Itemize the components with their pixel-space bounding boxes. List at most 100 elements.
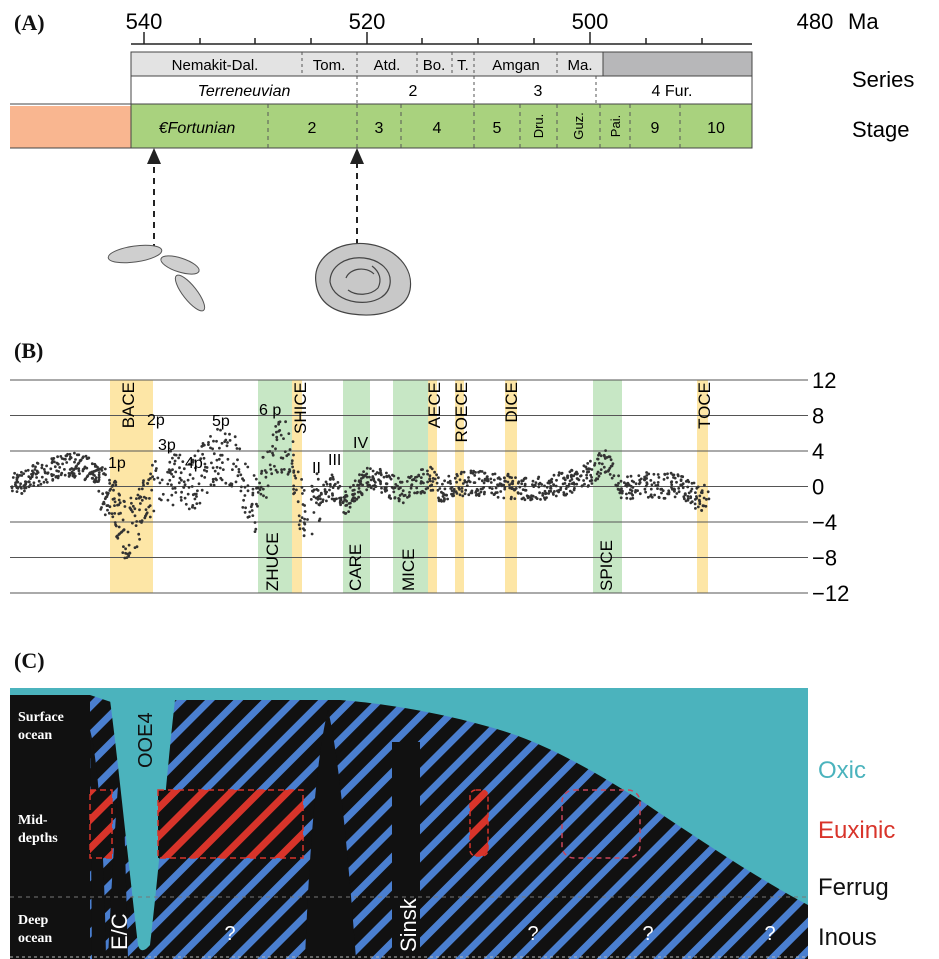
isotope-data-point bbox=[154, 460, 157, 463]
isotope-data-point bbox=[135, 497, 138, 500]
isotope-data-point bbox=[291, 465, 294, 469]
isotope-data-point bbox=[215, 465, 219, 469]
isotope-data-point bbox=[701, 504, 705, 508]
isotope-data-point bbox=[225, 444, 229, 448]
isotope-data-point bbox=[193, 454, 197, 458]
epoch-label: Terreneuvian bbox=[198, 83, 291, 100]
isotope-data-point bbox=[315, 488, 319, 491]
isotope-data-point bbox=[477, 470, 480, 474]
isotope-data-point bbox=[113, 504, 116, 507]
isotope-data-point bbox=[113, 521, 117, 524]
series-label: Tom. bbox=[313, 57, 346, 74]
isotope-data-point bbox=[705, 498, 708, 501]
isotope-data-point bbox=[378, 467, 382, 471]
isotope-data-point bbox=[510, 487, 514, 490]
isotope-data-point bbox=[102, 500, 106, 504]
isotope-data-point bbox=[35, 472, 39, 475]
age-tick-label: 540 bbox=[126, 9, 163, 34]
isotope-data-point bbox=[16, 486, 20, 490]
isotope-data-point bbox=[403, 493, 407, 497]
isotope-data-point bbox=[344, 495, 347, 498]
isotope-data-point bbox=[379, 480, 382, 484]
isotope-data-point bbox=[293, 491, 296, 495]
isotope-data-point bbox=[617, 474, 620, 478]
isotope-data-point bbox=[517, 480, 521, 484]
isotope-data-point bbox=[520, 482, 524, 486]
isotope-data-point bbox=[30, 472, 33, 476]
isotope-data-point bbox=[463, 480, 467, 484]
isotope-data-point bbox=[319, 491, 323, 495]
age-tick-label: 520 bbox=[349, 9, 386, 34]
isotope-data-point bbox=[224, 438, 228, 442]
isotope-data-point bbox=[503, 487, 507, 491]
isotope-data-point bbox=[243, 511, 247, 514]
isotope-data-point bbox=[97, 468, 101, 471]
isotope-data-point bbox=[191, 459, 195, 462]
isotope-data-point bbox=[36, 484, 40, 487]
isotope-data-point bbox=[16, 480, 20, 484]
isotope-data-point bbox=[600, 462, 604, 466]
isotope-data-point bbox=[480, 470, 484, 473]
isotope-data-point bbox=[291, 440, 295, 443]
arrow-head-icon bbox=[147, 148, 161, 164]
isotope-data-point bbox=[230, 482, 234, 486]
isotope-data-point bbox=[171, 456, 174, 460]
isotope-data-point bbox=[277, 429, 281, 433]
isotope-data-point bbox=[211, 447, 215, 451]
isotope-data-point bbox=[686, 485, 690, 489]
timescale-chart: 540 520 500 480 Ma Nemakit-Dal. Tom. Atd… bbox=[10, 9, 914, 316]
isotope-data-point bbox=[469, 471, 473, 475]
peak-label: 2p bbox=[147, 412, 165, 429]
isotope-data-point bbox=[84, 454, 88, 458]
stage-label: Pai. bbox=[608, 115, 623, 137]
stage-label: 4 bbox=[433, 120, 442, 137]
isotope-data-point bbox=[258, 481, 261, 485]
depth-label: Surface bbox=[18, 710, 64, 725]
isotope-data-point bbox=[677, 487, 681, 490]
isotope-data-point bbox=[631, 493, 634, 497]
isotope-data-point bbox=[449, 482, 452, 485]
isotope-data-point bbox=[384, 489, 387, 493]
isotope-data-point bbox=[188, 462, 191, 466]
isotope-data-point bbox=[290, 462, 294, 465]
isotope-data-point bbox=[584, 465, 588, 469]
isotope-data-point bbox=[278, 420, 282, 424]
isotope-data-point bbox=[230, 484, 234, 488]
isotope-data-point bbox=[455, 480, 458, 484]
isotope-data-point bbox=[393, 496, 397, 499]
isotope-data-point bbox=[358, 473, 361, 477]
isotope-data-point bbox=[455, 492, 459, 495]
isotope-data-point bbox=[538, 491, 541, 495]
isotope-data-point bbox=[51, 459, 54, 463]
isotope-data-point bbox=[86, 474, 90, 477]
isotope-data-point bbox=[275, 430, 278, 434]
isotope-data-point bbox=[191, 505, 194, 509]
isotope-data-point bbox=[241, 506, 245, 509]
isotope-data-point bbox=[77, 467, 81, 470]
isotope-data-point bbox=[297, 523, 301, 527]
isotope-data-point bbox=[480, 479, 484, 483]
isotope-data-point bbox=[302, 527, 305, 530]
isotope-data-point bbox=[154, 469, 158, 472]
isotope-data-point bbox=[60, 471, 64, 475]
isotope-data-point bbox=[10, 486, 14, 490]
isotope-data-point bbox=[388, 475, 392, 479]
isotope-data-point bbox=[437, 476, 440, 480]
isotope-data-point bbox=[75, 464, 78, 468]
isotope-data-point bbox=[256, 491, 260, 494]
isotope-data-point bbox=[140, 487, 144, 491]
isotope-data-point bbox=[113, 512, 117, 515]
isotope-data-point bbox=[483, 477, 487, 481]
isotope-data-point bbox=[65, 461, 69, 464]
isotope-data-point bbox=[212, 452, 216, 456]
isotope-data-point bbox=[482, 481, 486, 485]
isotope-data-point bbox=[179, 471, 183, 475]
isotope-data-point bbox=[585, 476, 589, 480]
ediacaran-block bbox=[10, 106, 131, 148]
isotope-data-point bbox=[630, 489, 634, 493]
isotope-data-point bbox=[301, 503, 305, 506]
isotope-data-point bbox=[413, 491, 416, 495]
isotope-data-point bbox=[555, 478, 558, 482]
isotope-data-point bbox=[460, 470, 463, 474]
isotope-data-point bbox=[302, 534, 306, 538]
